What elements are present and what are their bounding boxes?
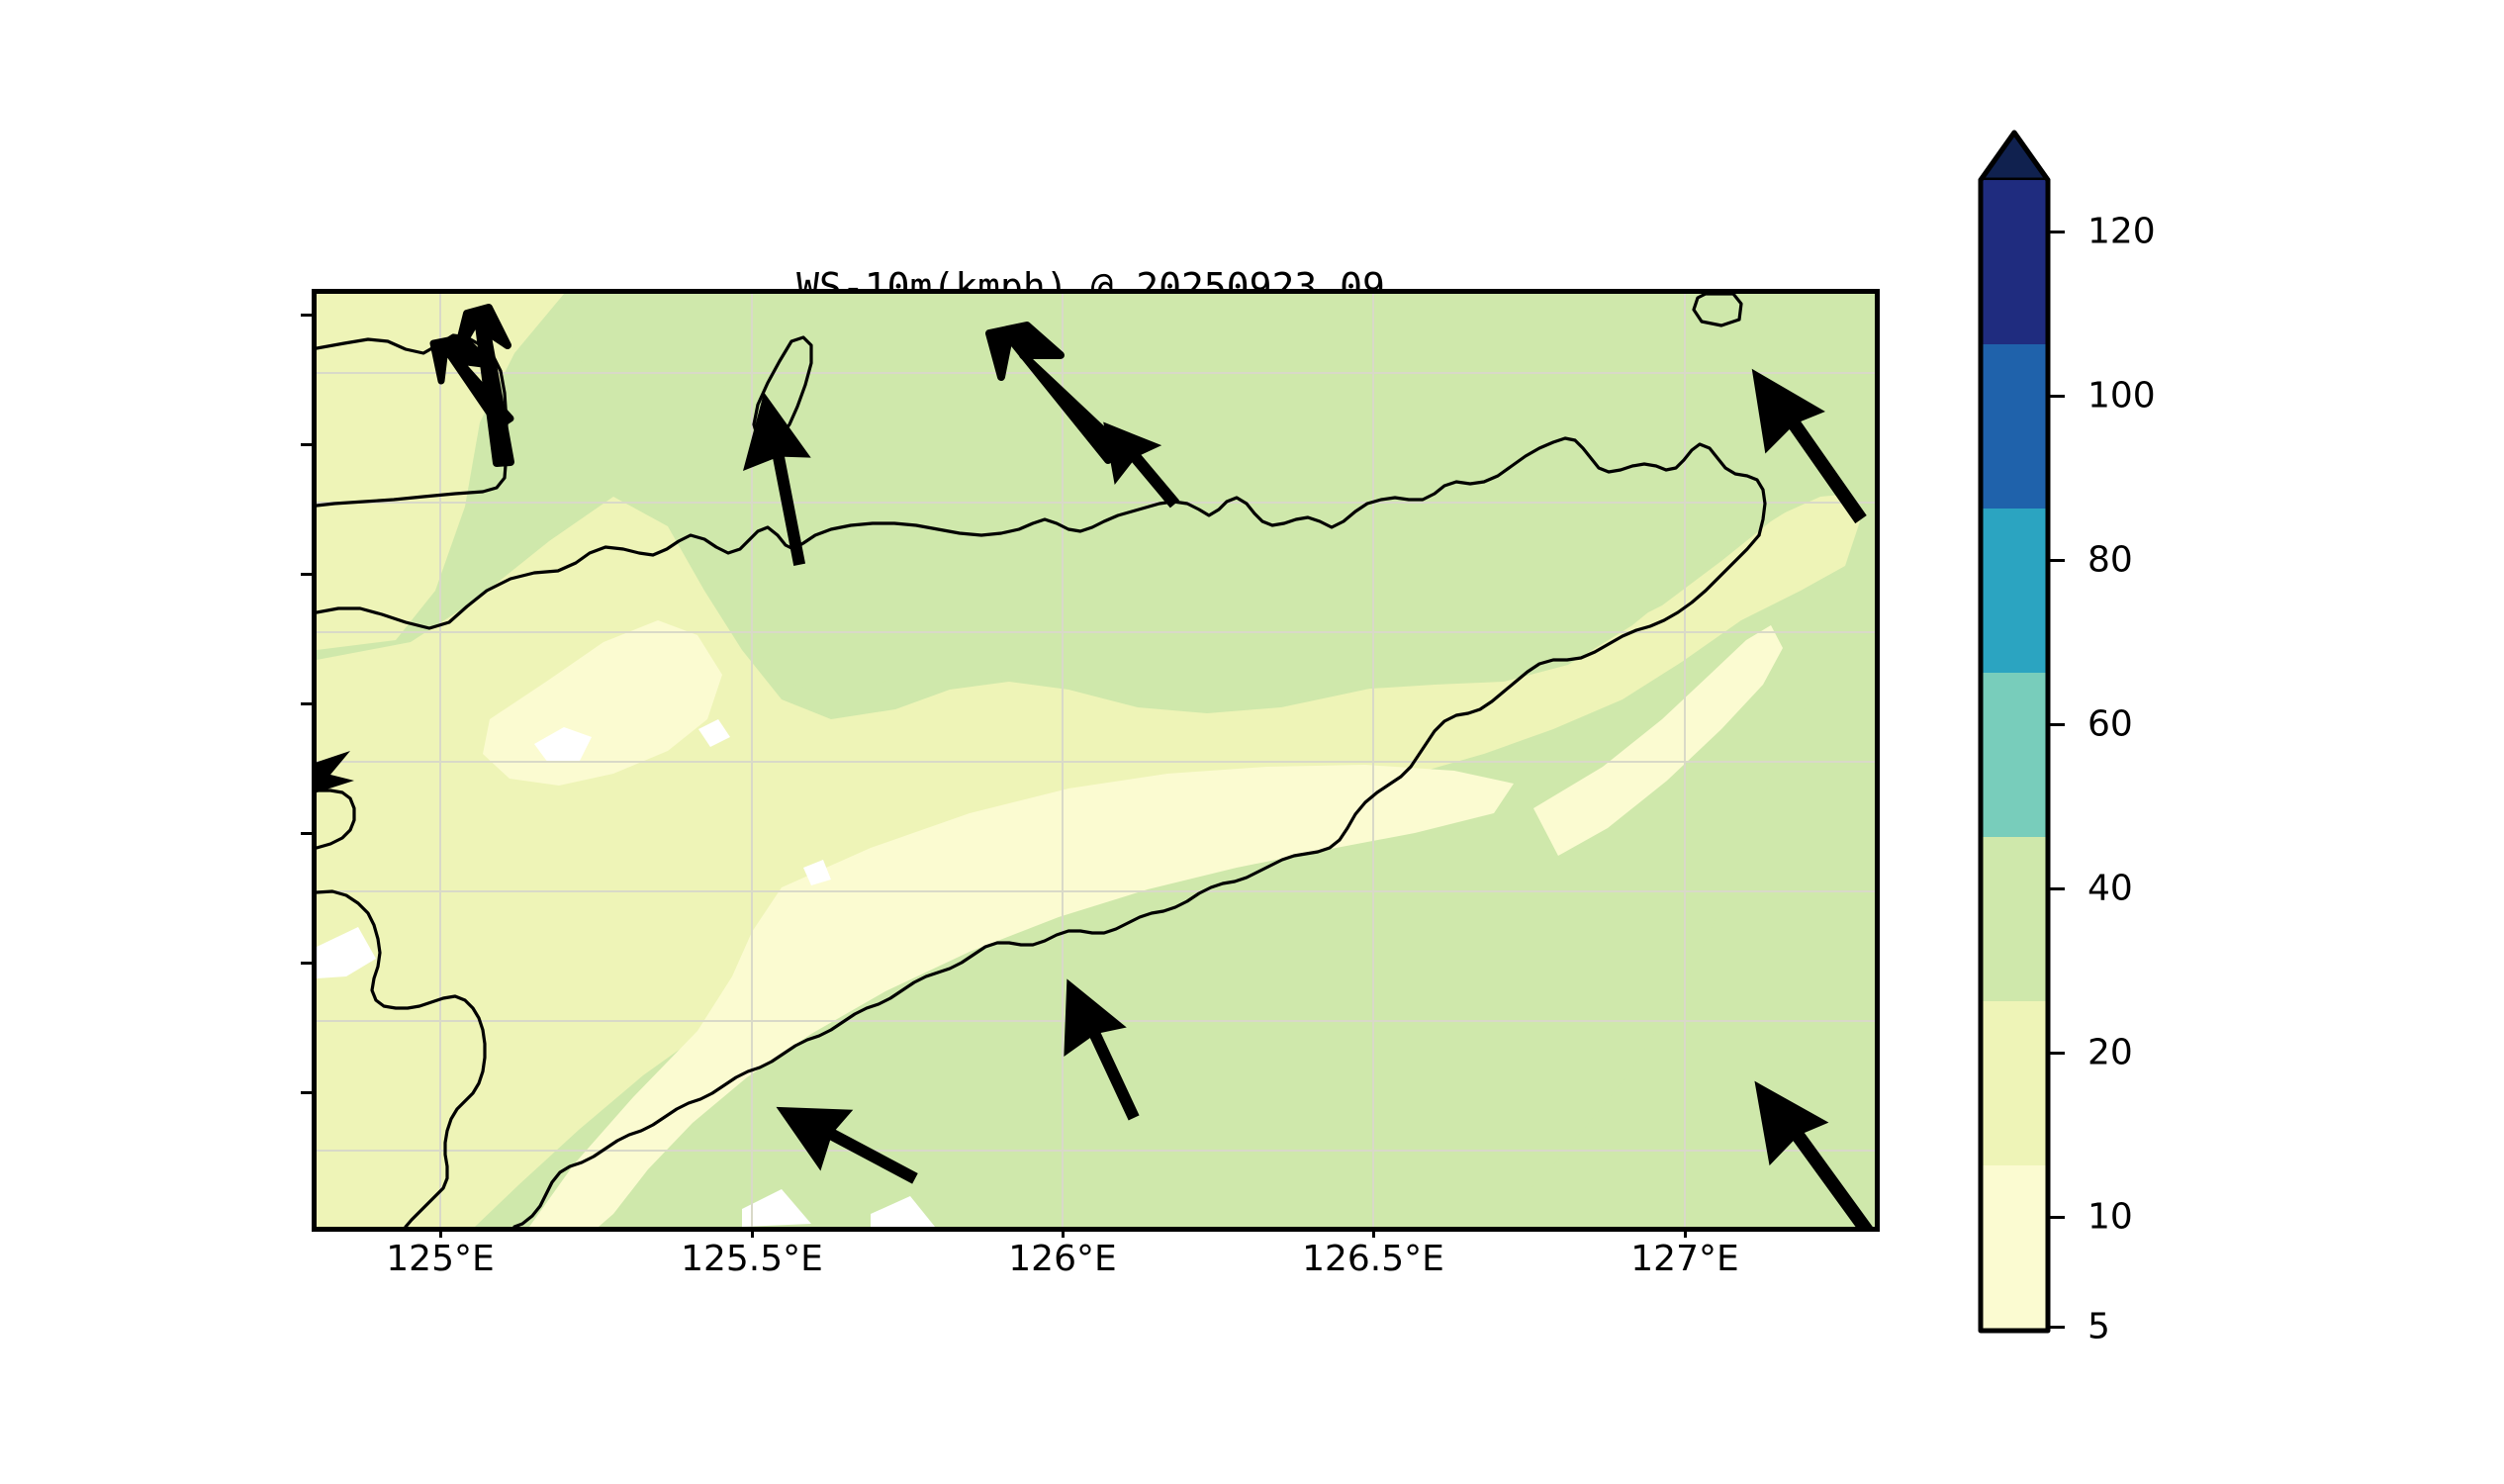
- cbar-tick-mark-20: [2048, 1052, 2065, 1055]
- cbar-tick-label-60: 60: [2087, 703, 2133, 745]
- xtick-mark-2: [1062, 1227, 1065, 1238]
- wind-arrow-a: [742, 392, 811, 566]
- map-canvas: [317, 294, 1875, 1227]
- colorbar-band-20-40: [1981, 837, 2048, 1001]
- colorbar-band-100-120: [1981, 180, 2048, 344]
- cbar-tick-mark-100: [2048, 395, 2065, 398]
- xtick-mark-4: [1684, 1227, 1687, 1238]
- wind-arrow-left-edge: [317, 751, 354, 793]
- colorbar-outline: [1978, 130, 2051, 1334]
- xtick-label-127e: 127°E: [1630, 1239, 1739, 1279]
- wind-arrow-layer: [742, 368, 1874, 1227]
- colorbar: [1978, 130, 2051, 1334]
- wind-arrow-f: [1754, 1080, 1874, 1227]
- colorbar-gradient: [1978, 130, 2051, 1334]
- cbar-tick-mark-80: [2048, 559, 2065, 562]
- wind-vector-arrows: [317, 304, 1126, 793]
- cbar-tick-label-10: 10: [2087, 1196, 2133, 1238]
- colorbar-band-10-20: [1981, 1001, 2048, 1165]
- colorbar-band-40-60: [1981, 673, 2048, 837]
- xtick-mark-0: [439, 1227, 442, 1238]
- map-gridlines: [317, 294, 1875, 1227]
- colorbar-band-80-100: [1981, 344, 2048, 509]
- xtick-label-126-5e: 126.5°E: [1302, 1239, 1444, 1279]
- ytick-mark-4: [301, 832, 312, 835]
- ytick-mark-2: [301, 573, 312, 576]
- cbar-tick-label-5: 5: [2087, 1306, 2110, 1347]
- cbar-tick-label-40: 40: [2087, 868, 2133, 909]
- cbar-tick-mark-120: [2048, 231, 2065, 233]
- cbar-tick-mark-5: [2048, 1326, 2065, 1329]
- cbar-tick-mark-60: [2048, 723, 2065, 726]
- ytick-mark-3: [301, 702, 312, 705]
- wind-arrow-3: [985, 322, 1126, 464]
- colorbar-band-60-80: [1981, 509, 2048, 673]
- wind-arrow-2: [429, 333, 514, 430]
- cbar-tick-label-120: 120: [2087, 211, 2156, 252]
- ytick-mark-1: [301, 443, 312, 446]
- cbar-tick-mark-10: [2048, 1216, 2065, 1219]
- wind-arrow-c: [1751, 368, 1867, 524]
- colorbar-extend-arrow: [1978, 130, 2051, 183]
- wind-arrow-d: [776, 1106, 918, 1184]
- ytick-mark-5: [301, 962, 312, 965]
- xtick-label-125e: 125°E: [386, 1239, 495, 1279]
- colorbar-band-5-10: [1981, 1165, 2048, 1331]
- wind-arrow-e: [1064, 978, 1140, 1121]
- map-plot-area: [312, 289, 1880, 1232]
- ytick-mark-0: [301, 314, 312, 317]
- xtick-mark-1: [751, 1227, 754, 1238]
- wind-speed-contour-fill: [317, 294, 1875, 1227]
- ytick-mark-6: [301, 1091, 312, 1094]
- wind-arrow-b: [1103, 421, 1180, 509]
- coastline-overlay: [317, 294, 1767, 1227]
- xtick-label-125-5e: 125.5°E: [681, 1239, 823, 1279]
- xtick-label-126e: 126°E: [1008, 1239, 1117, 1279]
- cbar-tick-label-20: 20: [2087, 1032, 2133, 1073]
- xtick-mark-3: [1372, 1227, 1375, 1238]
- cbar-tick-label-80: 80: [2087, 539, 2133, 581]
- cbar-tick-label-100: 100: [2087, 375, 2156, 417]
- cbar-tick-mark-40: [2048, 887, 2065, 890]
